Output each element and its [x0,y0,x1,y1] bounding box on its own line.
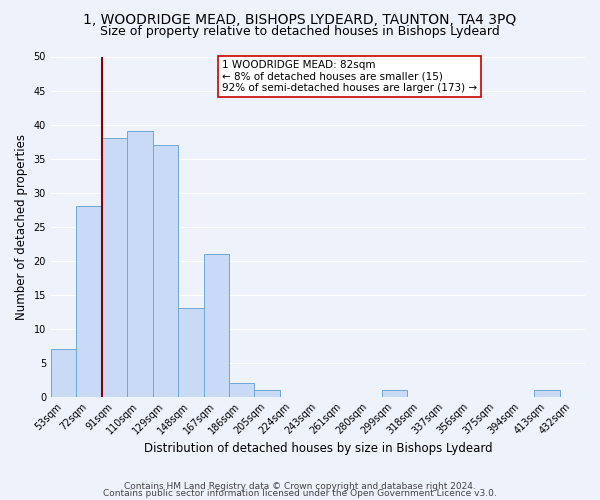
Bar [229,383,254,396]
Text: 1 WOODRIDGE MEAD: 82sqm
← 8% of detached houses are smaller (15)
92% of semi-det: 1 WOODRIDGE MEAD: 82sqm ← 8% of detached… [222,60,477,93]
Bar [102,138,127,396]
Bar [382,390,407,396]
Bar [534,390,560,396]
Y-axis label: Number of detached properties: Number of detached properties [15,134,28,320]
X-axis label: Distribution of detached houses by size in Bishops Lydeard: Distribution of detached houses by size … [143,442,492,455]
Text: Contains HM Land Registry data © Crown copyright and database right 2024.: Contains HM Land Registry data © Crown c… [124,482,476,491]
Text: 1, WOODRIDGE MEAD, BISHOPS LYDEARD, TAUNTON, TA4 3PQ: 1, WOODRIDGE MEAD, BISHOPS LYDEARD, TAUN… [83,12,517,26]
Bar [76,206,102,396]
Text: Contains public sector information licensed under the Open Government Licence v3: Contains public sector information licen… [103,489,497,498]
Bar [178,308,203,396]
Bar [51,349,76,397]
Bar [254,390,280,396]
Bar [152,145,178,397]
Bar [127,132,152,396]
Text: Size of property relative to detached houses in Bishops Lydeard: Size of property relative to detached ho… [100,25,500,38]
Bar [203,254,229,396]
